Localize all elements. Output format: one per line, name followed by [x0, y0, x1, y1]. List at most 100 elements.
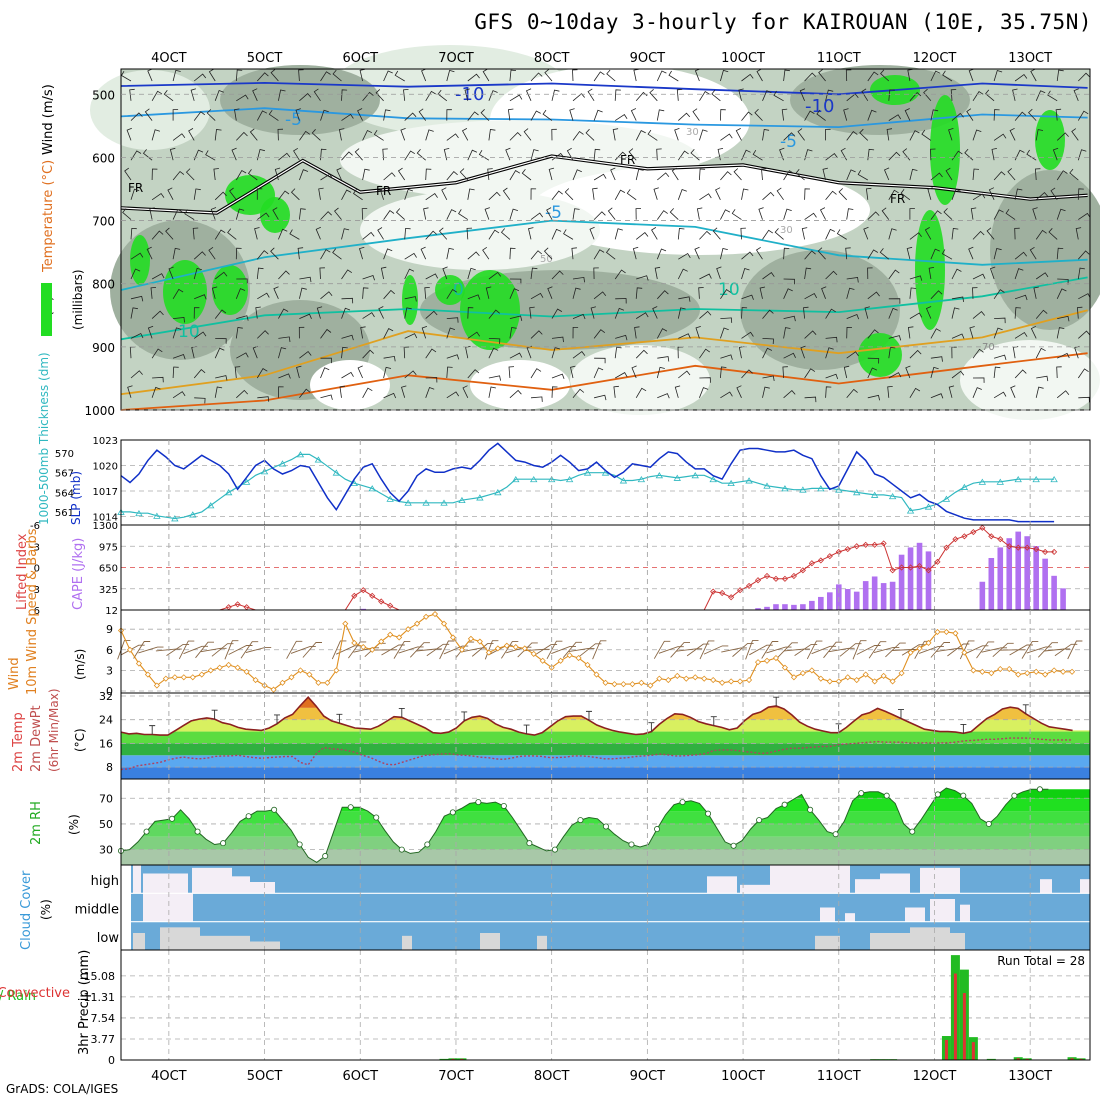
- wind-barb: [846, 388, 858, 399]
- wind-barb: [341, 346, 348, 359]
- wind-barb: [231, 147, 237, 161]
- wind-barb: [846, 313, 860, 320]
- wind-barb: [741, 369, 753, 379]
- wind-barb: [585, 128, 595, 141]
- wind-barb: [1030, 325, 1037, 339]
- wind-barb: [867, 394, 880, 401]
- wind-barb: [756, 68, 763, 82]
- wind-barb: [214, 347, 225, 359]
- lifted-index-marker: [799, 567, 806, 574]
- precip-convective-bar: [1070, 1058, 1074, 1060]
- rh-region: [960, 340, 1100, 420]
- wind-barb: [446, 69, 455, 82]
- thickness-marker: [978, 478, 987, 485]
- wind-barb: [992, 642, 1014, 658]
- wind-barb: [1056, 69, 1064, 82]
- thickness-marker: [583, 469, 592, 476]
- thickness-marker: [763, 482, 771, 489]
- wind-barb: [420, 246, 427, 260]
- wind-barb: [544, 69, 553, 82]
- precip-axis-label: 3hr Precip (mm): [77, 950, 92, 1055]
- wind-barb: [551, 190, 563, 201]
- wind-barb: [1035, 129, 1044, 141]
- rh-marker: [194, 828, 201, 835]
- wind-barb: [825, 190, 837, 201]
- wind-barb: [488, 271, 502, 280]
- thickness-marker: [619, 477, 628, 484]
- wind-barb: [1056, 170, 1068, 181]
- lifted-index-marker: [898, 564, 905, 571]
- wind-speed-marker: [126, 646, 134, 653]
- cape-bar: [880, 583, 887, 610]
- precip-ytick-label: 7.54: [91, 1012, 116, 1025]
- wind-speed-line: [120, 613, 1073, 691]
- wind-barb: [657, 290, 669, 300]
- contour-label: -5: [545, 203, 562, 223]
- wind-barb: [151, 386, 161, 398]
- cape-bar: [782, 604, 788, 610]
- wind-barb: [656, 328, 668, 339]
- thickness-line: [121, 453, 1055, 520]
- wind-barb: [614, 346, 622, 359]
- wind-barb: [458, 209, 469, 220]
- wind-barb: [257, 212, 270, 220]
- top-day-label: 6OCT: [342, 51, 378, 66]
- cloud-block: [480, 933, 500, 950]
- wind-barb: [972, 168, 980, 181]
- wind-barb: [825, 270, 838, 280]
- cape-bar: [1060, 588, 1066, 610]
- thickness-marker: [314, 456, 323, 463]
- wind-speed-marker: [692, 674, 699, 681]
- temp-ytick-label: 24: [99, 714, 113, 727]
- temp-maxmin-bar: [273, 714, 280, 724]
- wind-barb: [501, 641, 519, 659]
- wind-barb: [278, 152, 291, 161]
- wind-barb: [1012, 88, 1018, 101]
- rh-band: [121, 823, 1090, 837]
- temp-band: [121, 697, 1090, 708]
- wind-barb: [362, 168, 370, 181]
- wind-ytick-label: 6: [106, 644, 113, 657]
- thickness-marker: [512, 475, 520, 483]
- wind-barb: [671, 167, 679, 181]
- precip-convective-bar: [1079, 1058, 1083, 1060]
- wind-barb: [194, 294, 207, 300]
- wind-barb: [383, 248, 393, 260]
- wind-barb: [936, 648, 963, 652]
- wind-speed-marker: [737, 678, 744, 685]
- wind-barb: [846, 93, 859, 102]
- cloud-block: [707, 876, 737, 894]
- wind-barb: [838, 188, 847, 201]
- wind-barb: [150, 287, 157, 299]
- wind-barb: [425, 310, 438, 319]
- isotherm--5: [120, 107, 1088, 129]
- wind-barb: [1026, 646, 1052, 654]
- bottom-day-label: 4OCT: [151, 1069, 187, 1084]
- thickness-marker: [476, 494, 484, 501]
- wind-barb: [845, 247, 851, 260]
- cape-bar: [853, 591, 860, 610]
- rh-marker: [909, 828, 916, 835]
- wind-barb: [509, 132, 522, 141]
- wind-barb: [236, 352, 249, 359]
- slp-ytick-label: 1023: [93, 436, 118, 447]
- wind-barb: [993, 109, 1000, 121]
- thickness-marker: [835, 486, 843, 493]
- wind-barb: [626, 189, 637, 201]
- wind-barb: [656, 70, 667, 82]
- wind-barb: [215, 375, 228, 381]
- wind-barb: [299, 169, 309, 181]
- dewpt-axis-label: 2m DewPt: [29, 705, 44, 772]
- wind-barb: [530, 188, 537, 200]
- bottom-day-label: 12OCT: [913, 1069, 957, 1084]
- lifted-index-marker: [243, 604, 250, 611]
- wind-barb: [502, 187, 511, 201]
- wind-barb: [332, 248, 342, 260]
- wind-barb: [1056, 327, 1065, 339]
- wind-barb: [551, 152, 565, 161]
- wind-barb: [551, 228, 562, 240]
- wind-barb: [485, 286, 492, 299]
- wind-barb: [741, 188, 749, 200]
- wind-barb: [993, 289, 1005, 300]
